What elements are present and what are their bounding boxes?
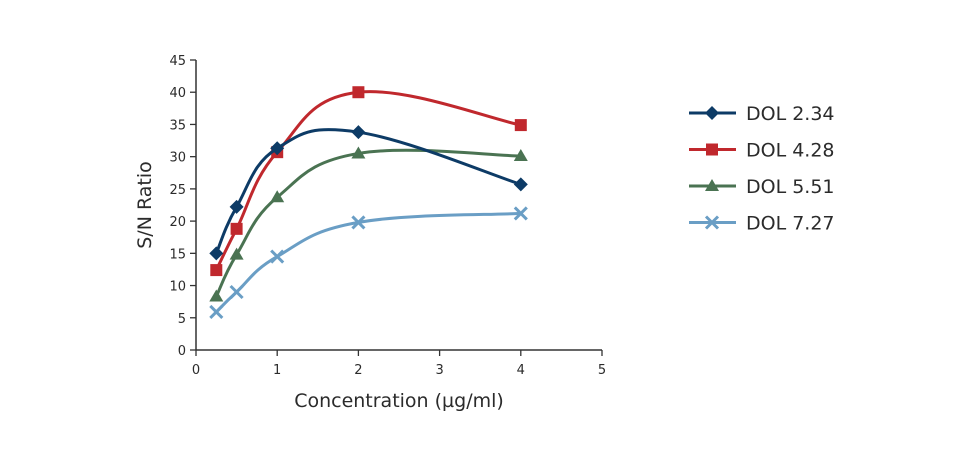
y-tick-label: 5 <box>178 312 186 327</box>
data-point <box>209 304 224 320</box>
series-dol-5-51 <box>209 146 528 302</box>
data-point <box>351 125 366 140</box>
x-tick-label: 1 <box>273 363 281 378</box>
y-tick-label: 20 <box>169 215 186 230</box>
y-tick-label: 30 <box>169 151 186 166</box>
y-axis-title: S/N Ratio <box>134 161 156 249</box>
x-tick-label: 5 <box>598 363 606 378</box>
x-tick-label: 0 <box>192 363 200 378</box>
data-point <box>351 215 366 230</box>
data-point <box>270 141 285 156</box>
legend-item: DOL 2.34 <box>689 103 835 125</box>
marker-stroke <box>270 249 285 264</box>
y-tick-label: 45 <box>169 54 186 69</box>
y-tick-label: 25 <box>169 183 186 198</box>
legend-marker <box>705 106 719 120</box>
legend-item: DOL 7.27 <box>689 213 835 235</box>
y-tick-label: 0 <box>178 344 186 359</box>
data-point <box>210 264 223 277</box>
data-point <box>514 119 527 132</box>
legend-item: DOL 5.51 <box>689 176 835 198</box>
legend-label: DOL 5.51 <box>746 176 835 198</box>
legend: DOL 2.34 DOL 4.28 DOL 5.51 DOL 7.27 <box>689 103 835 235</box>
x-tick-label: 4 <box>517 363 525 378</box>
data-point <box>351 146 366 159</box>
marker-stroke <box>704 215 720 230</box>
legend-marker <box>704 215 720 230</box>
x-axis-title: Concentration (µg/ml) <box>294 390 504 412</box>
series-dol-4-28 <box>210 86 527 277</box>
data-point <box>229 199 244 214</box>
data-point <box>270 249 285 264</box>
data-point <box>229 284 244 300</box>
legend-label: DOL 4.28 <box>746 140 835 162</box>
series-line <box>214 148 523 299</box>
legend-marker <box>706 143 718 156</box>
legend-label: DOL 2.34 <box>746 103 835 125</box>
x-tick-label: 3 <box>435 363 443 378</box>
marker-stroke <box>513 206 528 221</box>
data-point <box>209 246 224 261</box>
series-dol-2-34 <box>209 125 528 261</box>
y-tick-label: 40 <box>169 86 186 101</box>
data-point <box>229 247 244 260</box>
marker-stroke <box>229 284 244 300</box>
data-point <box>352 86 365 99</box>
data-point <box>209 289 224 302</box>
data-point <box>270 190 285 203</box>
series-layer <box>209 86 528 320</box>
legend-marker <box>705 179 719 191</box>
data-point <box>513 206 528 221</box>
data-point <box>513 149 528 162</box>
legend-item: DOL 4.28 <box>689 140 835 162</box>
data-point <box>230 222 243 235</box>
series-line <box>214 128 523 255</box>
y-tick-label: 35 <box>169 118 186 133</box>
x-tick-label: 2 <box>354 363 362 378</box>
data-point <box>513 177 528 192</box>
series-line <box>214 211 523 314</box>
y-tick-label: 10 <box>169 280 186 295</box>
series-line <box>214 90 523 272</box>
marker-stroke <box>351 215 366 230</box>
marker-stroke <box>209 304 224 320</box>
legend-label: DOL 7.27 <box>746 213 835 235</box>
series-dol-7-27 <box>209 206 528 320</box>
y-tick-label: 15 <box>169 247 186 262</box>
